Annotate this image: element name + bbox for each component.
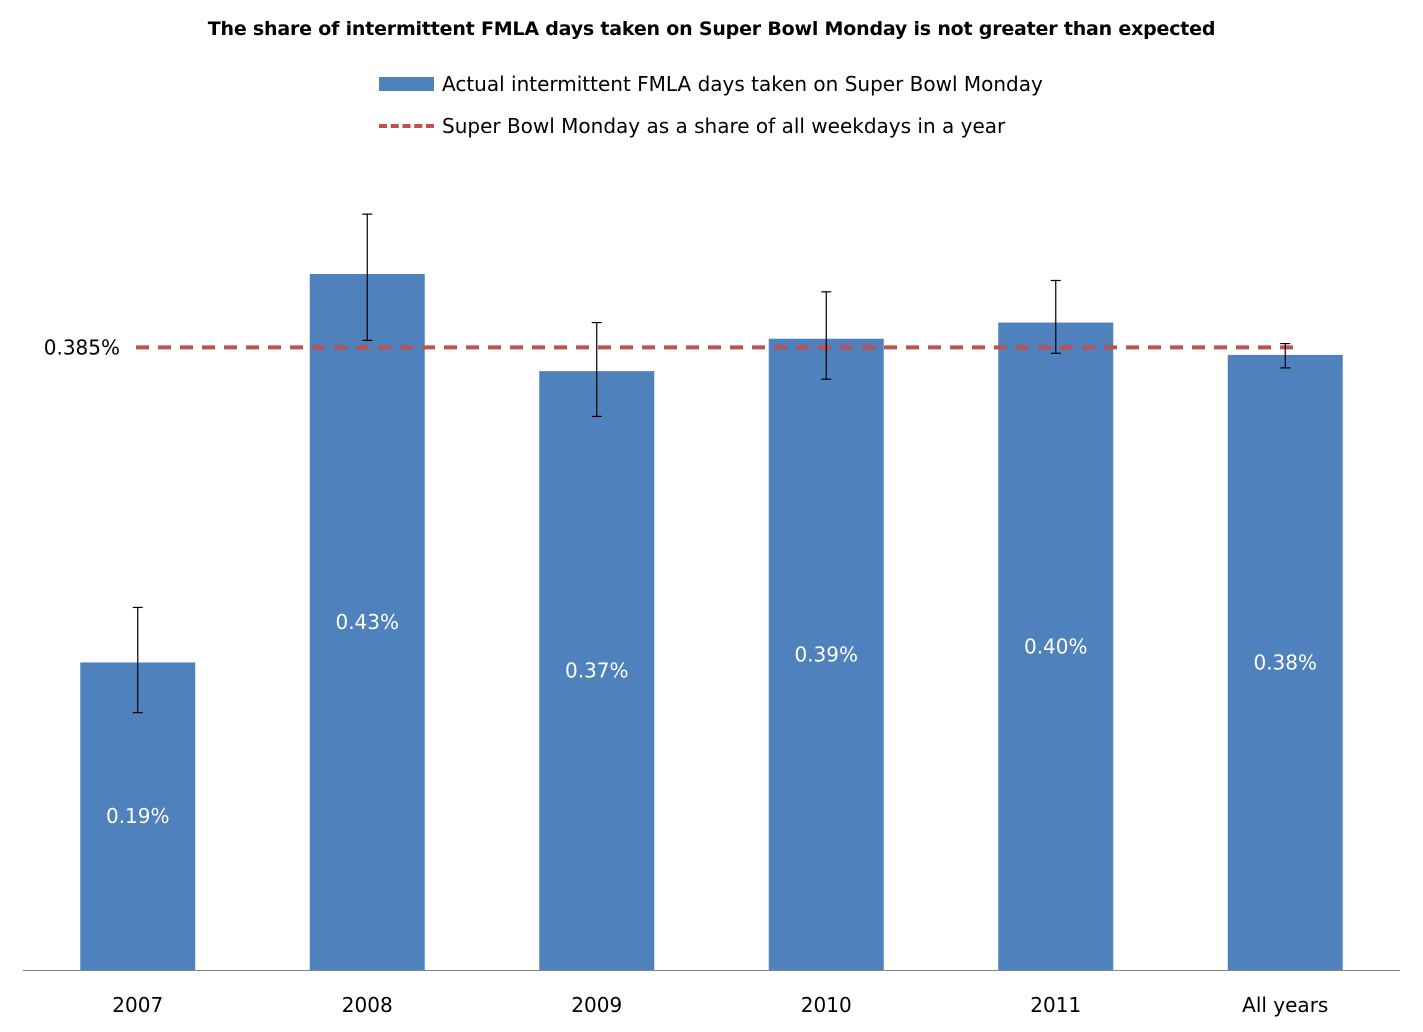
reference-line-label: 0.385% <box>44 335 120 359</box>
data-label-2011: 0.40% <box>1024 634 1088 658</box>
x-tick-label-2009: 2009 <box>571 993 622 1017</box>
bar-2007 <box>80 662 196 970</box>
legend-label-bars: Actual intermittent FMLA days taken on S… <box>442 72 1043 96</box>
x-tick-label-2011: 2011 <box>1030 993 1081 1017</box>
data-label-2008: 0.43% <box>335 610 399 634</box>
bar-2008 <box>309 274 425 970</box>
x-tick-label-All years: All years <box>1242 993 1328 1017</box>
bar-2010 <box>768 338 884 971</box>
data-label-2010: 0.39% <box>794 642 858 666</box>
x-tick-label-2008: 2008 <box>342 993 393 1017</box>
bar-2009 <box>539 371 655 970</box>
data-label-2009: 0.37% <box>565 659 629 683</box>
data-label-2007: 0.19% <box>106 804 170 828</box>
data-label-All years: 0.38% <box>1253 650 1317 674</box>
legend-label-reference-line: Super Bowl Monday as a share of all week… <box>442 114 1006 138</box>
legend-swatch-dashed-line <box>379 124 434 128</box>
legend-item-bars: Actual intermittent FMLA days taken on S… <box>379 72 1043 96</box>
x-tick-label-2007: 2007 <box>112 993 163 1017</box>
bar-2011 <box>998 322 1114 971</box>
chart-title: The share of intermittent FMLA days take… <box>207 18 1216 40</box>
bar-All years <box>1227 354 1343 970</box>
legend-item-reference-line: Super Bowl Monday as a share of all week… <box>379 114 1005 138</box>
x-tick-label-2010: 2010 <box>801 993 852 1017</box>
legend-swatch-bar <box>379 77 434 91</box>
